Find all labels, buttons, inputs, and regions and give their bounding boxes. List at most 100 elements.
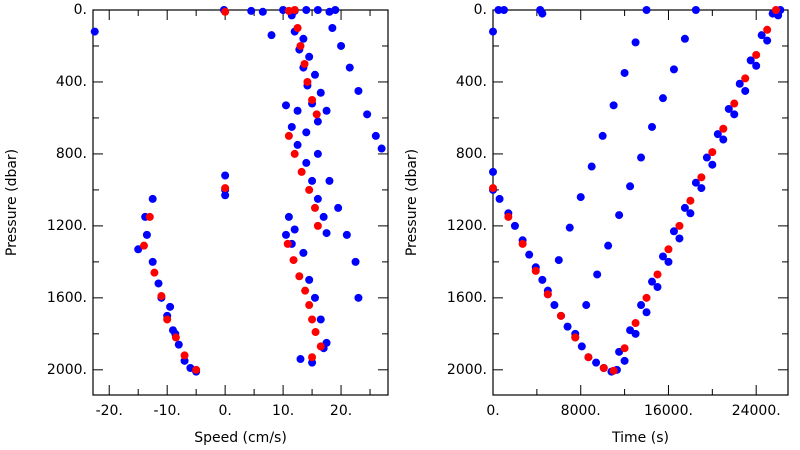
- data-point: [221, 171, 230, 180]
- data-point: [504, 212, 513, 221]
- data-point: [140, 241, 149, 250]
- data-point: [653, 270, 662, 279]
- data-point: [713, 130, 722, 139]
- data-point: [154, 279, 163, 288]
- y-tick-label: 1600.: [47, 290, 87, 306]
- data-point: [90, 27, 99, 36]
- data-point: [310, 293, 319, 302]
- data-point: [730, 99, 739, 108]
- data-point: [495, 194, 504, 203]
- data-point: [303, 77, 312, 86]
- data-point: [686, 209, 695, 218]
- data-point: [719, 124, 728, 133]
- x-axis-label: Time (s): [611, 430, 669, 446]
- data-point: [609, 101, 618, 110]
- data-point: [166, 302, 175, 311]
- data-point: [301, 286, 310, 295]
- data-point: [293, 23, 302, 32]
- data-point: [675, 221, 684, 230]
- data-point: [319, 212, 328, 221]
- data-point: [325, 176, 334, 185]
- data-point: [354, 86, 363, 95]
- data-point: [313, 6, 322, 14]
- data-point: [771, 6, 780, 14]
- data-point: [599, 364, 608, 373]
- y-tick-label: 400.: [56, 74, 87, 90]
- data-point: [312, 110, 321, 119]
- data-point: [157, 292, 166, 301]
- y-tick-label: 400.: [456, 74, 487, 90]
- data-point: [337, 41, 346, 50]
- data-point: [631, 38, 640, 47]
- data-point: [308, 353, 317, 362]
- data-point: [582, 301, 591, 310]
- data-point: [295, 272, 304, 281]
- x-tick-label: 16000.: [644, 403, 693, 419]
- data-point: [669, 65, 678, 74]
- x-axis-label: Speed (cm/s): [194, 430, 287, 446]
- data-point: [550, 301, 559, 310]
- data-point: [724, 104, 733, 113]
- x-tick-label: -20.: [96, 403, 123, 419]
- y-tick-label: 1200.: [47, 218, 87, 234]
- y-tick-label: 800.: [456, 146, 487, 162]
- data-point: [584, 353, 593, 362]
- data-point: [308, 315, 317, 324]
- data-point: [620, 356, 629, 365]
- data-point: [741, 86, 750, 95]
- y-tick-label: 1600.: [447, 290, 487, 306]
- data-point: [313, 221, 322, 230]
- y-axis-label: Pressure (dbar): [4, 149, 20, 256]
- data-point: [746, 56, 755, 65]
- data-point: [752, 50, 761, 59]
- data-point: [609, 366, 618, 375]
- data-point: [302, 158, 311, 167]
- data-point: [642, 293, 651, 302]
- data-point: [563, 322, 572, 331]
- data-point: [637, 153, 646, 162]
- data-point: [247, 6, 256, 15]
- data-point: [180, 351, 189, 360]
- x-tick-label: 8000.: [561, 403, 601, 419]
- data-point: [371, 131, 380, 140]
- data-point: [258, 7, 267, 16]
- data-point: [489, 184, 497, 193]
- x-tick-label: 0.: [486, 403, 499, 419]
- data-point: [316, 315, 325, 324]
- data-point: [296, 355, 305, 364]
- data-point: [297, 167, 306, 176]
- data-point: [316, 342, 325, 351]
- x-tick-label: 24000.: [732, 403, 781, 419]
- data-point: [518, 239, 527, 248]
- data-point: [763, 25, 772, 34]
- data-point: [302, 128, 311, 137]
- data-point: [281, 101, 290, 110]
- data-point: [489, 167, 497, 176]
- data-point: [163, 315, 172, 324]
- data-point: [302, 6, 311, 14]
- data-point: [221, 191, 230, 200]
- data-point: [735, 79, 744, 88]
- data-point: [494, 6, 503, 14]
- data-point: [305, 185, 314, 194]
- data-point: [305, 275, 314, 284]
- data-point: [150, 268, 159, 277]
- data-point: [293, 140, 302, 149]
- data-point: [310, 70, 319, 79]
- data-point: [284, 131, 293, 140]
- data-point: [290, 225, 299, 234]
- data-point: [499, 6, 508, 14]
- data-point: [316, 88, 325, 97]
- y-tick-label: 2000.: [47, 362, 87, 378]
- data-point: [311, 328, 320, 337]
- data-point: [134, 245, 143, 254]
- data-point: [281, 230, 290, 239]
- data-point: [328, 23, 337, 32]
- data-point: [510, 221, 519, 230]
- data-point: [351, 257, 360, 266]
- data-point: [763, 36, 772, 45]
- data-point: [283, 239, 292, 248]
- x-tick-label: -10.: [154, 403, 181, 419]
- data-point: [310, 203, 319, 212]
- data-point: [299, 248, 308, 257]
